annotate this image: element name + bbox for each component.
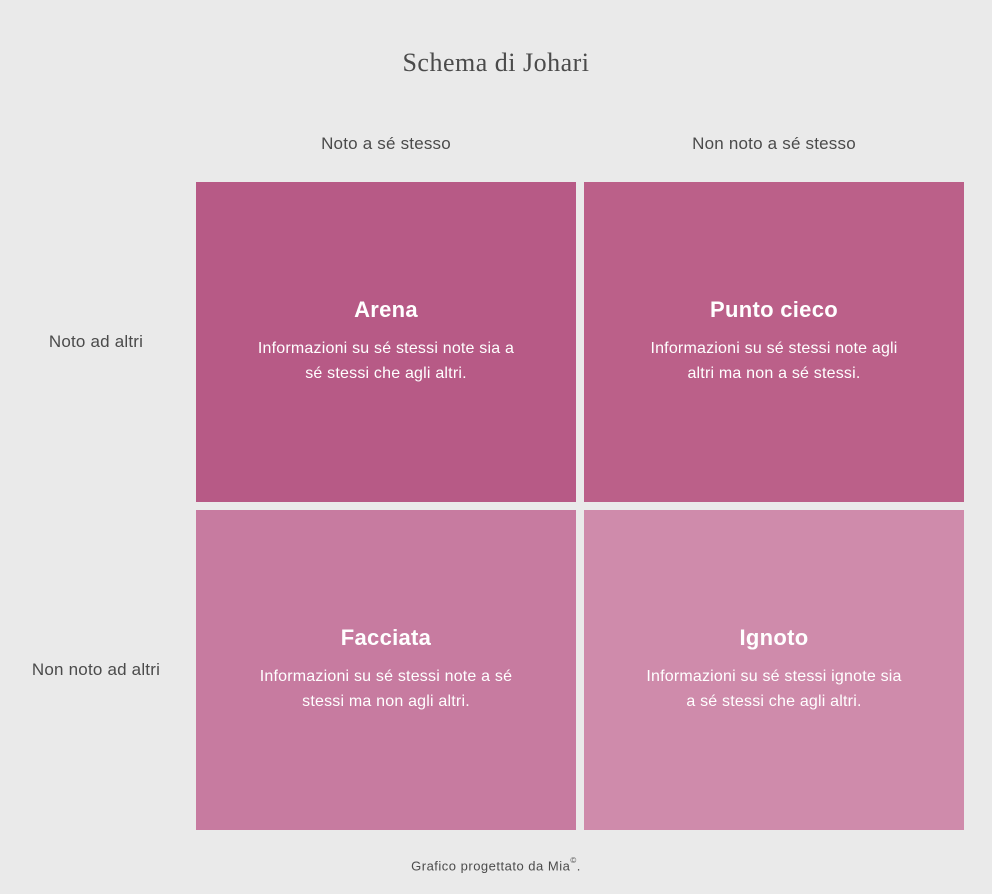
quadrant-blind-spot: Punto cieco Informazioni su sé stessi no… xyxy=(584,182,964,502)
row-header-known-others: Noto ad altri xyxy=(28,182,188,502)
quadrant-desc: Informazioni su sé stessi ignote sia a s… xyxy=(644,665,904,715)
quadrant-desc: Informazioni su sé stessi note a sé stes… xyxy=(256,665,516,715)
column-header-unknown-self: Non noto a sé stesso xyxy=(584,134,964,174)
credit-line: Grafico progettato da Mia©. xyxy=(411,858,581,873)
grid-corner-empty xyxy=(28,134,188,174)
quadrant-title: Facciata xyxy=(341,625,431,651)
quadrant-desc: Informazioni su sé stessi note sia a sé … xyxy=(256,337,516,387)
quadrant-facade: Facciata Informazioni su sé stessi note … xyxy=(196,510,576,830)
quadrant-desc: Informazioni su sé stessi note agli altr… xyxy=(644,337,904,387)
johari-grid: Noto a sé stesso Non noto a sé stesso No… xyxy=(28,134,964,830)
page-title: Schema di Johari xyxy=(402,48,589,78)
credit-prefix: Grafico progettato da Mia xyxy=(411,858,570,873)
quadrant-unknown: Ignoto Informazioni su sé stessi ignote … xyxy=(584,510,964,830)
quadrant-arena: Arena Informazioni su sé stessi note sia… xyxy=(196,182,576,502)
page-container: Schema di Johari Noto a sé stesso Non no… xyxy=(0,0,992,894)
credit-suffix: . xyxy=(577,858,581,873)
quadrant-title: Arena xyxy=(354,297,418,323)
column-header-known-self: Noto a sé stesso xyxy=(196,134,576,174)
row-header-unknown-others: Non noto ad altri xyxy=(28,510,188,830)
credit-symbol: © xyxy=(570,856,576,865)
quadrant-title: Punto cieco xyxy=(710,297,838,323)
quadrant-title: Ignoto xyxy=(740,625,809,651)
